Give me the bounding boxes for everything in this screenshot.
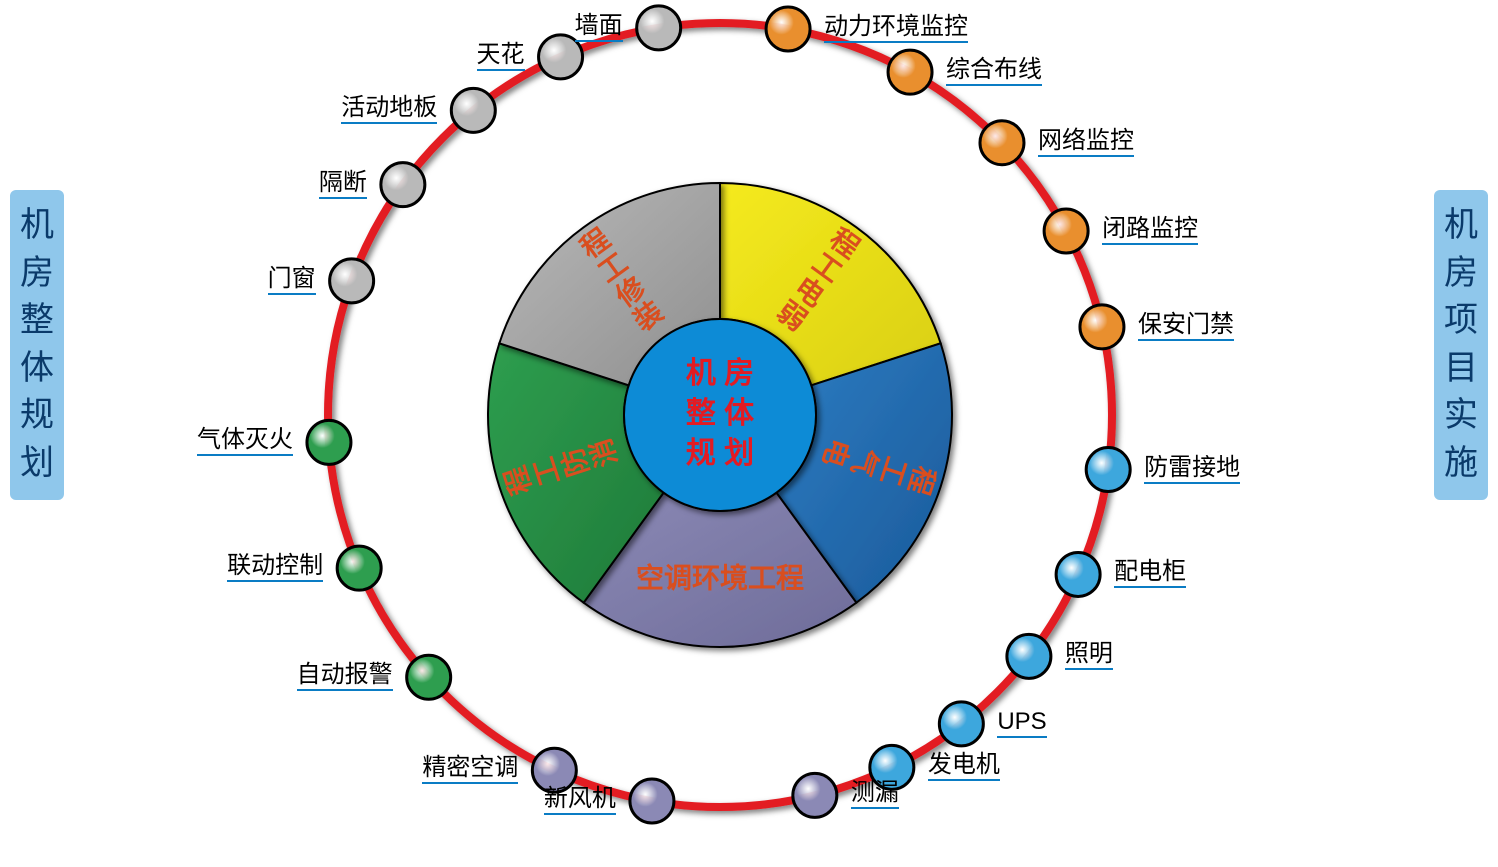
outer-item-label: 保安门禁 — [1138, 313, 1234, 341]
outer-node — [307, 420, 351, 464]
outer-item-label: 配电柜 — [1114, 560, 1186, 588]
outer-item-label: 联动控制 — [227, 554, 323, 582]
center-text: 规 划 — [686, 437, 754, 470]
outer-item-label: 网络监控 — [1038, 129, 1134, 157]
outer-item-label: 活动地板 — [341, 96, 437, 124]
outer-node — [766, 7, 810, 51]
outer-node — [330, 259, 374, 303]
outer-item-label: UPS — [997, 710, 1046, 738]
outer-item-label: 气体灭火 — [197, 428, 293, 456]
outer-node — [451, 88, 495, 132]
outer-node — [793, 773, 837, 817]
outer-item-label: 墙面 — [575, 14, 623, 42]
outer-item-label: 新风机 — [544, 787, 616, 815]
outer-node — [407, 655, 451, 699]
outer-item-label: 门窗 — [268, 267, 316, 295]
outer-item-label: 闭路监控 — [1102, 217, 1198, 245]
outer-item-label: 精密空调 — [422, 756, 518, 784]
outer-item-label: 自动报警 — [297, 663, 393, 691]
outer-node — [939, 702, 983, 746]
diagram-stage: 机房整体规划 机房项目实施 弱电工程电气工程空调环境工程消防工程装修工程机 房整… — [0, 0, 1498, 867]
outer-item-label: 发电机 — [928, 753, 1000, 781]
outer-item-label: 隔断 — [319, 171, 367, 199]
outer-node — [980, 121, 1024, 165]
sector-label: 空调环境工程 — [636, 561, 804, 593]
center-text: 整 体 — [686, 397, 755, 430]
outer-node — [1007, 634, 1051, 678]
outer-item-label: 照明 — [1065, 642, 1113, 670]
outer-item-label: 综合布线 — [946, 58, 1042, 86]
outer-node — [1056, 552, 1100, 596]
outer-node — [888, 50, 932, 94]
outer-node — [637, 6, 681, 50]
outer-item-label: 动力环境监控 — [824, 15, 968, 43]
outer-node — [630, 779, 674, 823]
outer-item-label: 天花 — [477, 43, 525, 71]
outer-item-label: 测漏 — [851, 781, 899, 809]
outer-node — [1086, 448, 1130, 492]
outer-node — [1044, 209, 1088, 253]
outer-node — [381, 163, 425, 207]
outer-node — [1080, 305, 1124, 349]
outer-item-label: 防雷接地 — [1144, 456, 1240, 484]
center-text: 机 房 — [686, 357, 754, 390]
outer-node — [337, 546, 381, 590]
